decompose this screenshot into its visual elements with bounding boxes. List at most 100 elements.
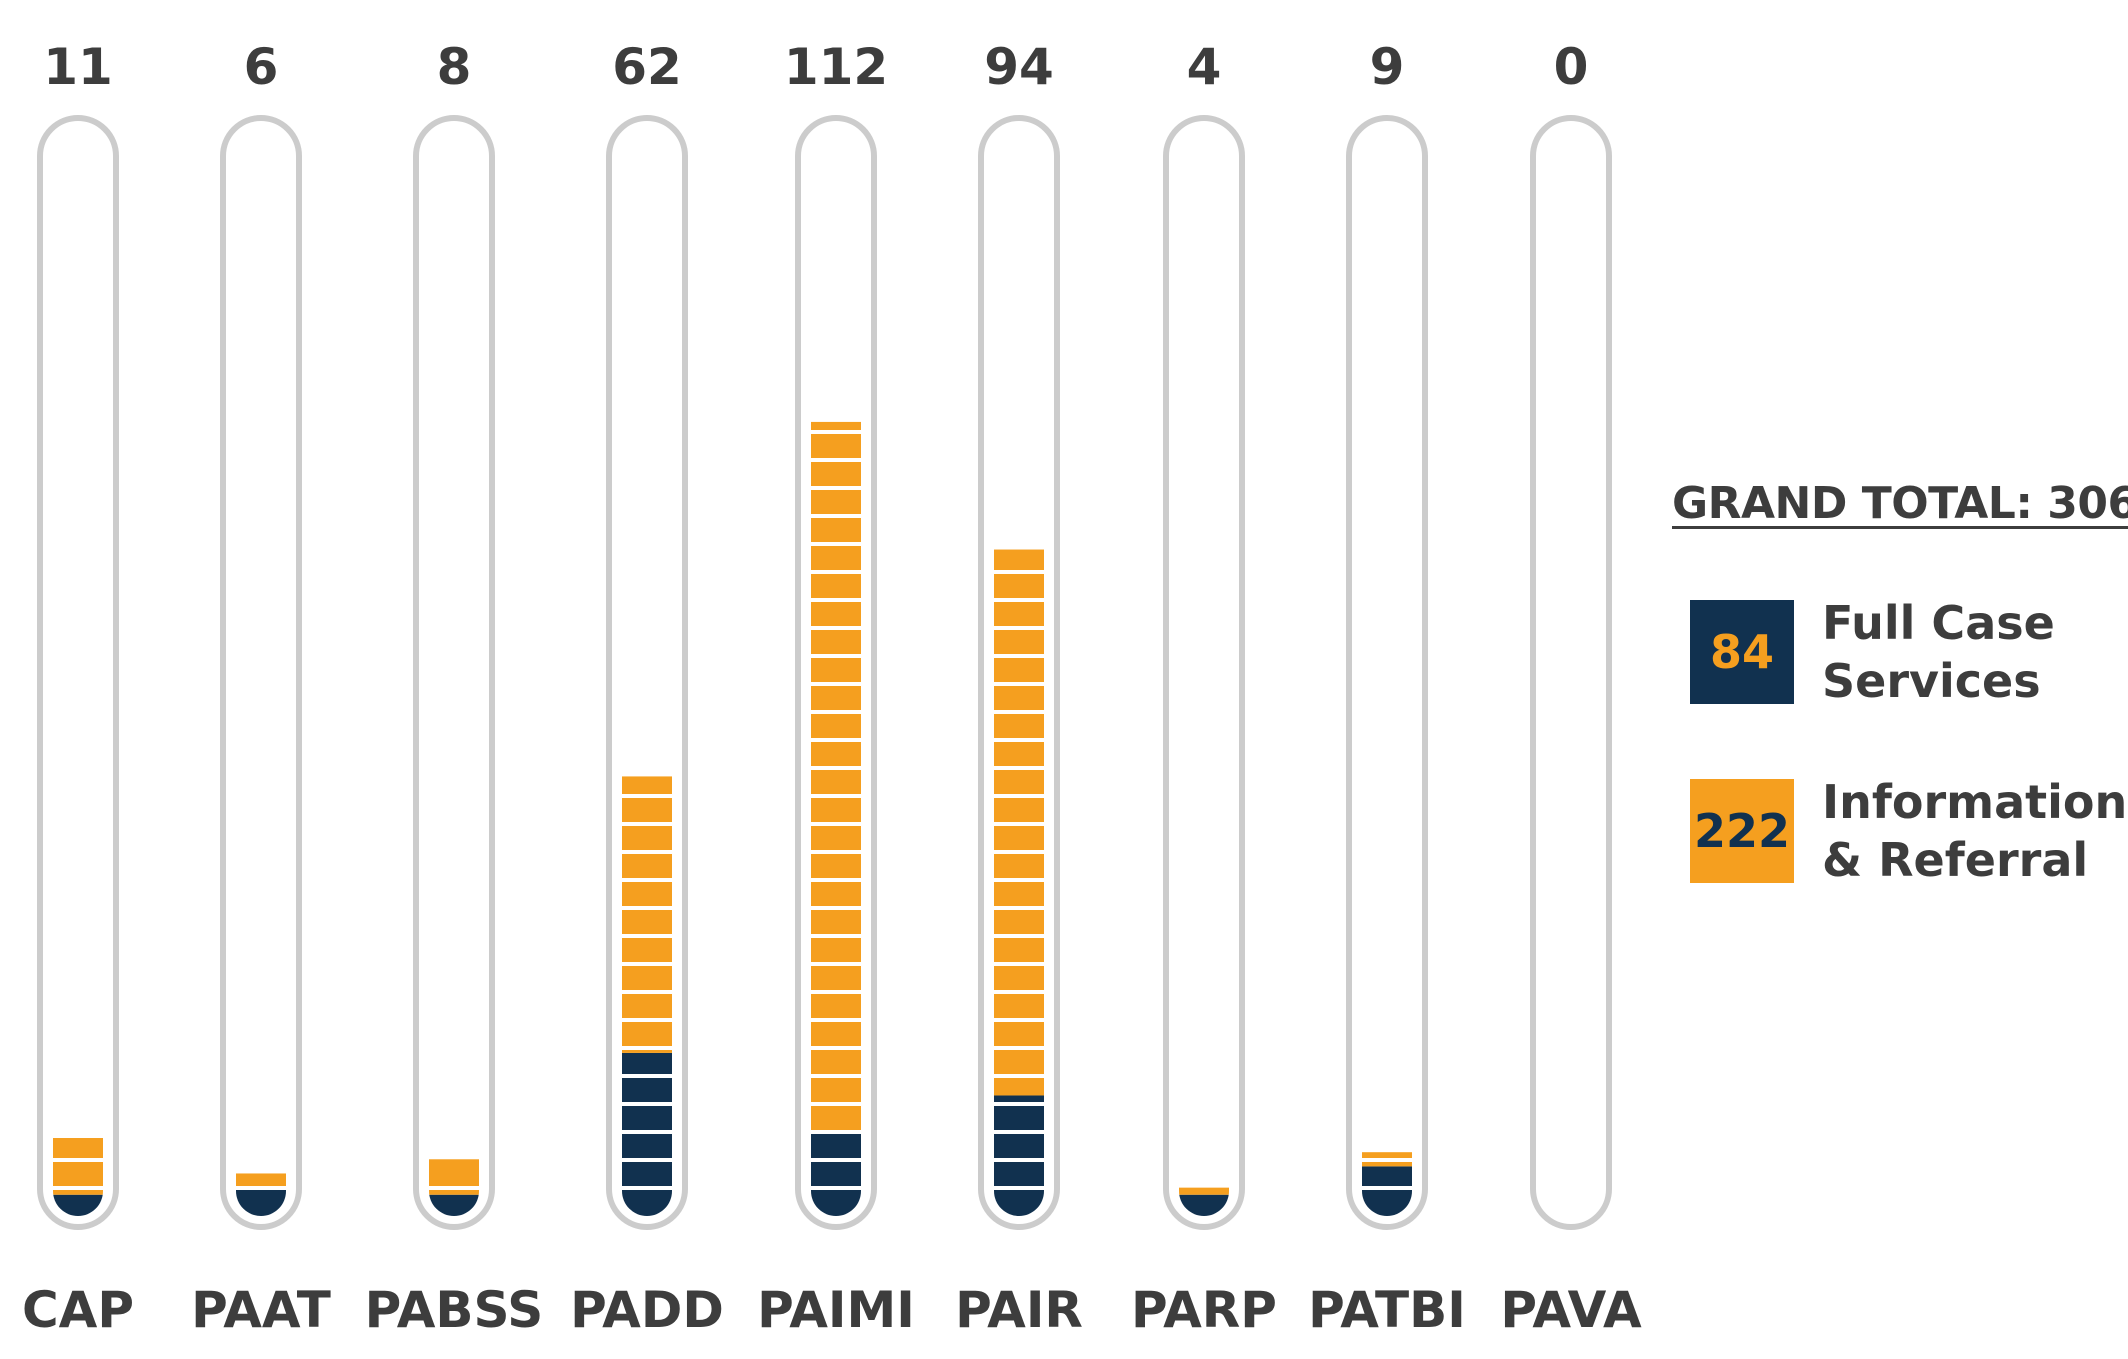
bar-stripe <box>811 458 861 462</box>
bar-stripe <box>994 682 1044 686</box>
bar-stripe <box>811 990 861 994</box>
bar-stripe <box>994 766 1044 770</box>
legend-label-full-case: Full Case Services <box>1822 594 2122 710</box>
total-label-parp: 4 <box>1187 38 1222 96</box>
bar-group-patbi <box>1362 1152 1412 1216</box>
tube-pabss <box>413 115 495 1230</box>
bar-stripe <box>994 822 1044 826</box>
bar-stripe <box>811 486 861 490</box>
legend-label-line: Services <box>1822 654 2041 708</box>
bar-stripe <box>994 990 1044 994</box>
category-label-padd: PADD <box>570 1281 724 1339</box>
bar-stripe <box>994 1186 1044 1190</box>
bar-group-paat <box>236 1173 286 1216</box>
total-label-pabss: 8 <box>437 38 472 96</box>
bar-stripe <box>622 1130 672 1134</box>
bar-full-case-paimi <box>811 1130 861 1216</box>
bar-stripe <box>994 654 1044 658</box>
tube-pair <box>978 115 1060 1230</box>
bar-stripe <box>622 1186 672 1190</box>
bar-stripe <box>811 1018 861 1022</box>
bar-stripe <box>53 1186 103 1190</box>
total-label-paat: 6 <box>244 38 279 96</box>
grand-total-label: GRAND TOTAL: 306 <box>1672 478 2128 529</box>
bar-stripe <box>811 710 861 714</box>
bar-stripe <box>622 878 672 882</box>
bar-stripe <box>994 598 1044 602</box>
legend-item-full-case: 84 Full Case Services <box>1690 594 2122 710</box>
bar-stripe <box>994 1018 1044 1022</box>
bar-group-pair <box>994 549 1044 1216</box>
legend-swatch-info-referral: 222 <box>1690 779 1794 883</box>
category-label-parp: PARP <box>1131 1281 1277 1339</box>
bar-stripe <box>994 850 1044 854</box>
bar-info-referral-cap <box>53 1138 103 1195</box>
legend-label-line: & Referral <box>1822 833 2089 887</box>
bar-group-parp <box>1179 1187 1229 1216</box>
bar-stripe <box>994 1046 1044 1050</box>
category-label-patbi: PATBI <box>1308 1281 1466 1339</box>
bar-stripe <box>811 738 861 742</box>
bar-stripe <box>811 1130 861 1134</box>
bar-stripe <box>811 654 861 658</box>
bar-stripe <box>811 934 861 938</box>
bar-stripe <box>994 906 1044 910</box>
bar-stripe <box>811 1046 861 1050</box>
category-label-pava: PAVA <box>1500 1281 1642 1339</box>
bar-stripe <box>1362 1158 1412 1162</box>
bar-stripe <box>994 738 1044 742</box>
tube-padd <box>606 115 688 1230</box>
total-label-pava: 0 <box>1554 38 1589 96</box>
bar-stripe <box>622 962 672 966</box>
total-label-pair: 94 <box>984 38 1054 96</box>
tube-patbi <box>1346 115 1428 1230</box>
bar-stripe <box>811 850 861 854</box>
bar-full-case-pair <box>994 1095 1044 1216</box>
bar-stripe <box>811 878 861 882</box>
bar-stripe <box>994 1102 1044 1106</box>
bar-stripe <box>236 1186 286 1190</box>
category-label-pabss: PABSS <box>365 1281 544 1339</box>
legend-value-full-case: 84 <box>1709 625 1774 679</box>
tube-parp <box>1163 115 1245 1230</box>
bar-stripe <box>811 906 861 910</box>
legend-item-info-referral: 222 Information & Referral <box>1690 773 2128 889</box>
bar-full-case-cap <box>53 1194 103 1216</box>
bar-group-cap <box>53 1138 103 1216</box>
bar-stripe <box>994 1130 1044 1134</box>
total-label-cap: 11 <box>43 38 113 96</box>
bar-info-referral-paat <box>236 1173 286 1188</box>
legend-label-line: Full Case <box>1822 596 2055 650</box>
bar-stripe <box>811 1102 861 1106</box>
bar-info-referral-padd <box>622 776 672 1053</box>
bar-stripe <box>622 990 672 994</box>
bar-stripe <box>811 542 861 546</box>
legend-value-info-referral: 222 <box>1693 804 1791 858</box>
bar-stripe <box>811 822 861 826</box>
bar-stripe <box>811 626 861 630</box>
bar-full-case-paat <box>236 1187 286 1216</box>
bar-stripe <box>811 1074 861 1078</box>
bar-group-paimi <box>811 421 861 1216</box>
bar-stripe <box>429 1186 479 1190</box>
bar-stripe <box>811 682 861 686</box>
bar-stripe <box>622 1102 672 1106</box>
legend-label-line: Information <box>1822 775 2128 829</box>
bar-group-pabss <box>429 1159 479 1216</box>
legend-label-info-referral: Information & Referral <box>1822 773 2128 889</box>
bar-stripe <box>622 822 672 826</box>
legend-swatch-full-case: 84 <box>1690 600 1794 704</box>
bar-stripe <box>994 1158 1044 1162</box>
category-label-paimi: PAIMI <box>757 1281 915 1339</box>
bar-stripe <box>622 850 672 854</box>
bar-stripe <box>994 1074 1044 1078</box>
bar-stripe <box>811 962 861 966</box>
bar-full-case-parp <box>1179 1194 1229 1216</box>
bar-stripe <box>811 1186 861 1190</box>
tube-pava <box>1530 115 1612 1230</box>
bar-full-case-pabss <box>429 1194 479 1216</box>
bar-stripe <box>622 934 672 938</box>
bar-stripe <box>811 766 861 770</box>
bar-stripe <box>622 794 672 798</box>
